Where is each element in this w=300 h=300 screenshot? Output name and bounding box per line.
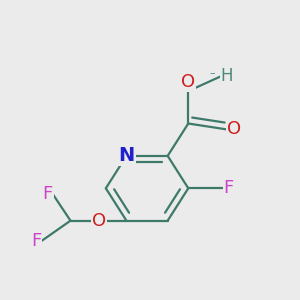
Text: N: N: [118, 146, 135, 165]
Text: F: F: [224, 179, 234, 197]
Text: O: O: [181, 73, 195, 91]
Text: H: H: [221, 68, 233, 85]
Text: O: O: [92, 212, 106, 230]
Text: –: –: [209, 68, 215, 78]
Text: F: F: [31, 232, 41, 250]
Text: F: F: [43, 185, 53, 203]
Text: O: O: [226, 120, 241, 138]
